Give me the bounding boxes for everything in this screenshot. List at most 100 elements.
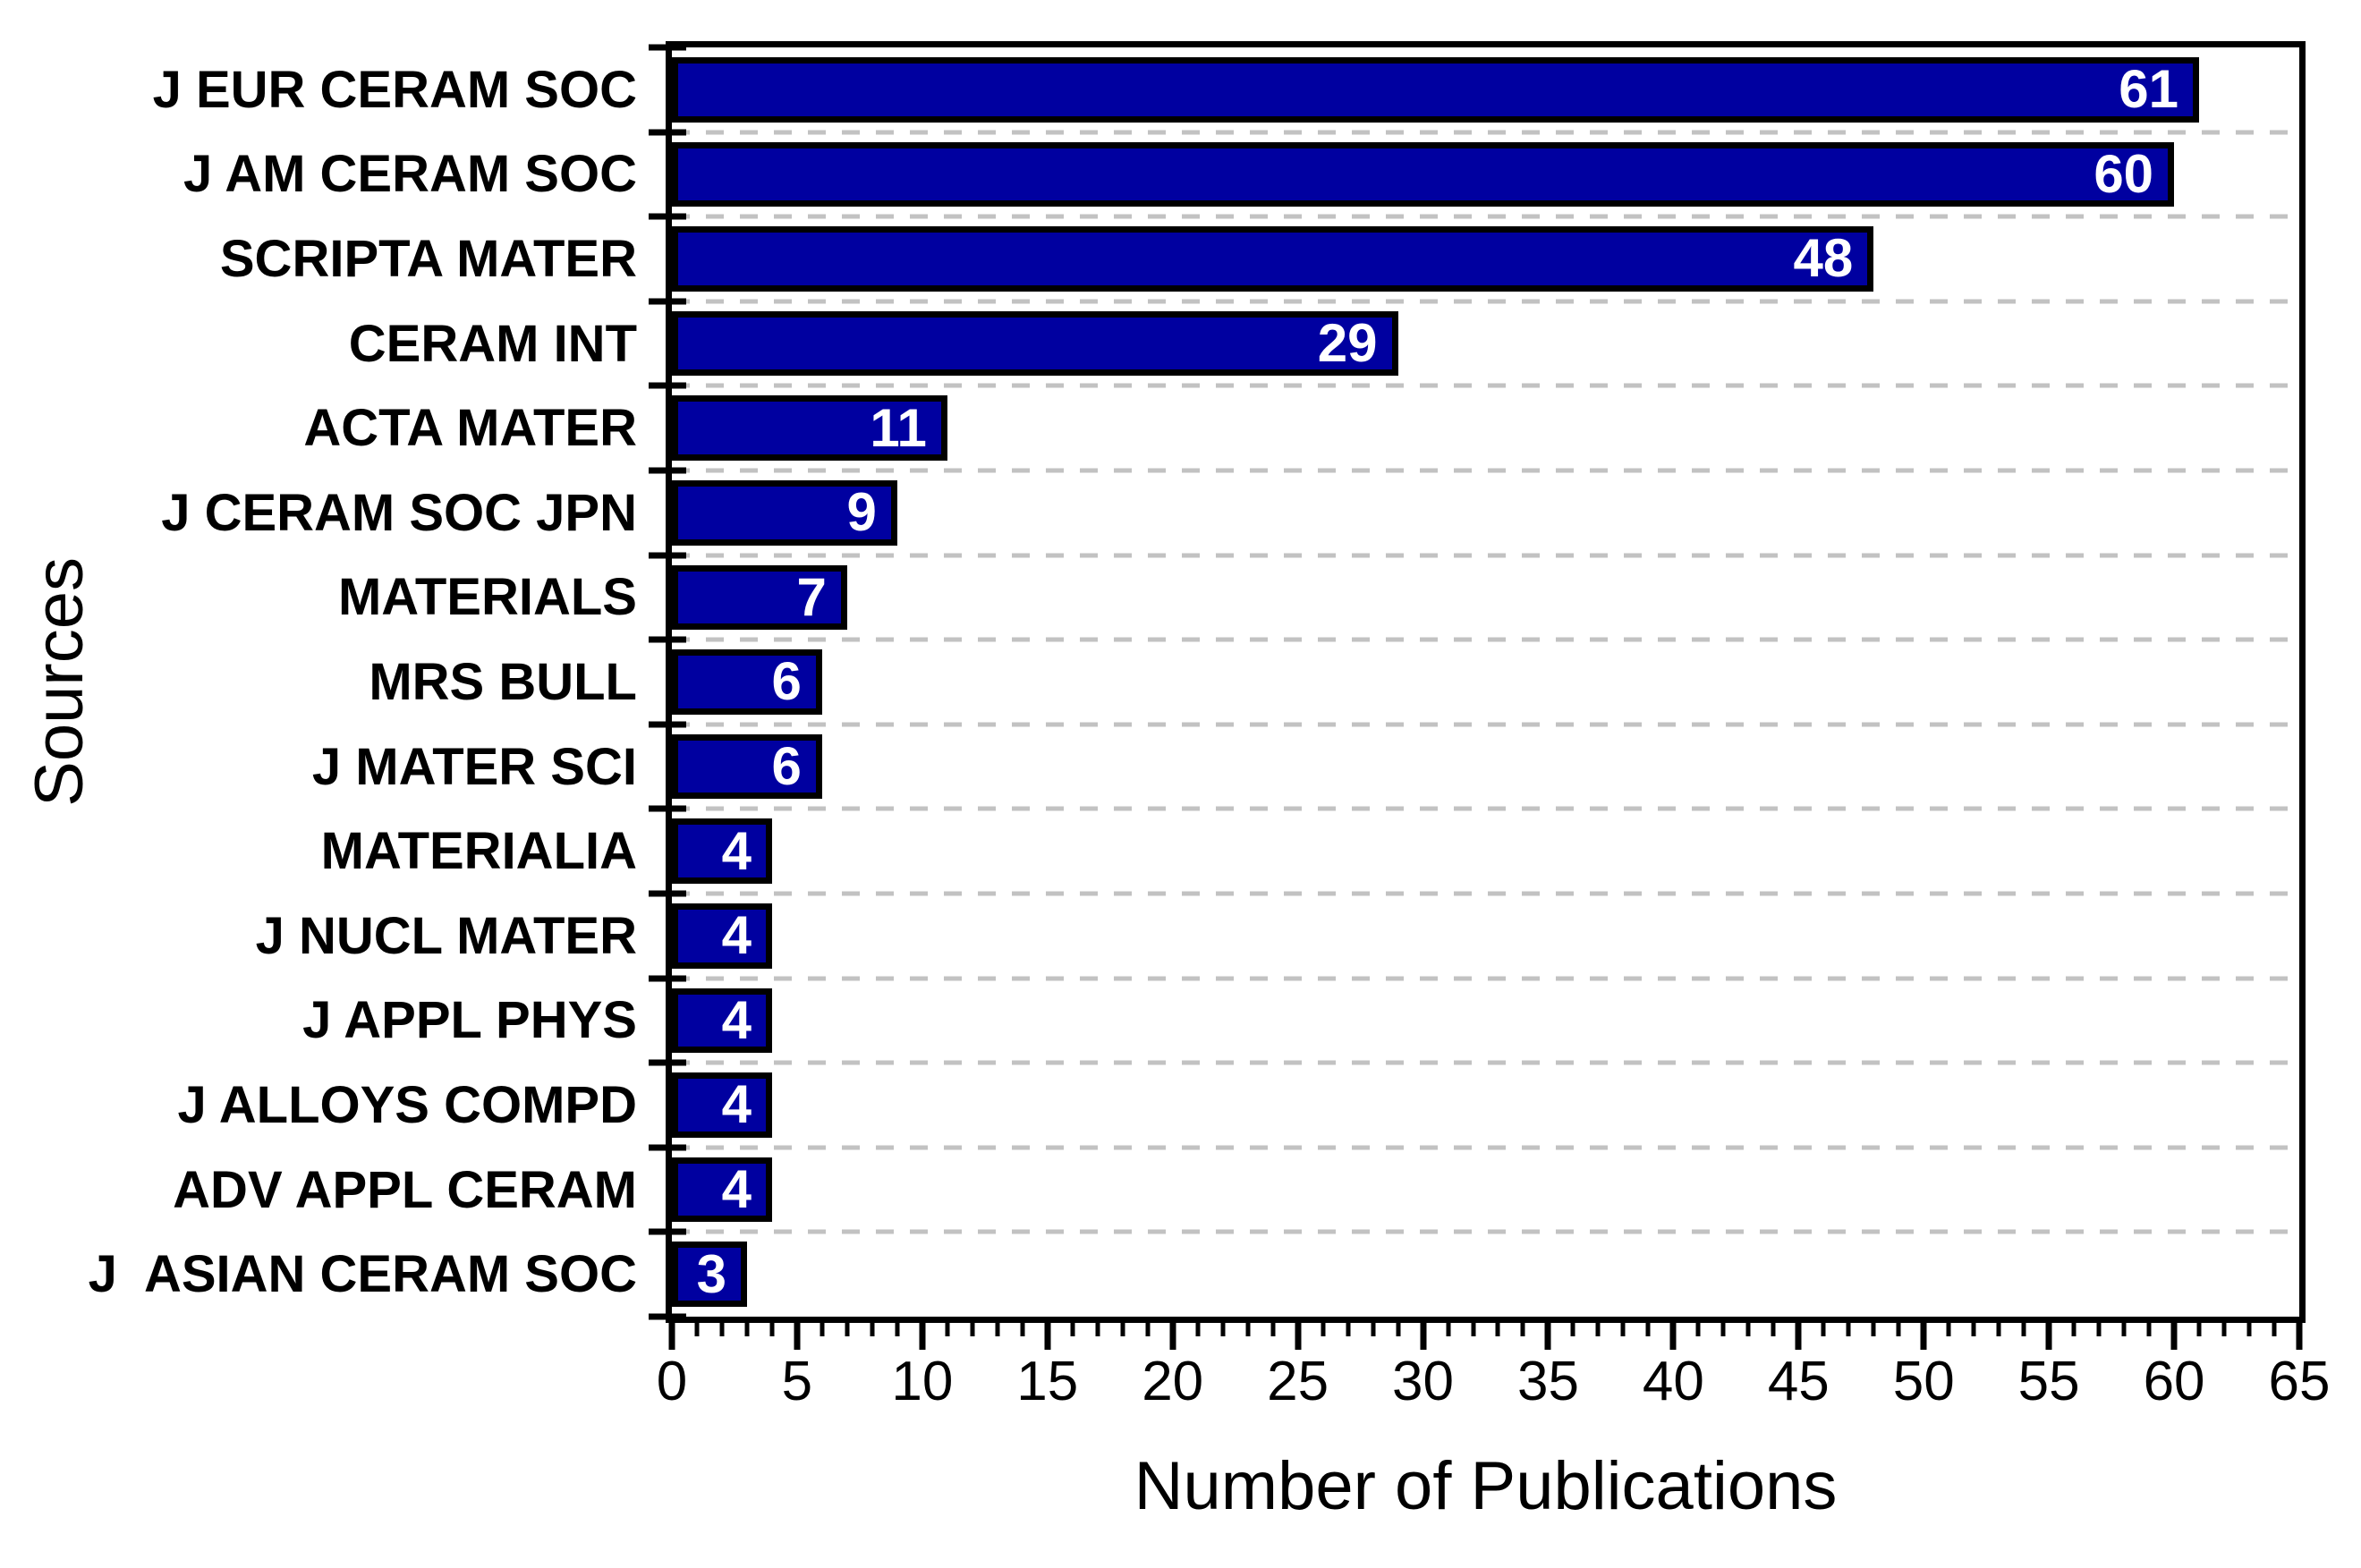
- category-label: MATERIALS: [337, 568, 637, 627]
- bar-value-label: 60: [2093, 143, 2154, 204]
- gridline: [672, 1145, 2299, 1150]
- x-tick-label: 10: [891, 1351, 954, 1412]
- x-tick-label: 65: [2268, 1351, 2331, 1412]
- x-minor-tick: [1070, 1323, 1075, 1336]
- x-axis-tick-labels: 0 5 10 15 20 25 30 35 40 45 50 55 60 65: [657, 1351, 2331, 1419]
- x-minor-tick: [1020, 1323, 1025, 1336]
- y-axis-tick: [649, 467, 686, 474]
- x-minor-tick: [1846, 1323, 1851, 1336]
- x-axis-title: Number of Publications: [1134, 1448, 1838, 1524]
- x-minor-tick: [1996, 1323, 2001, 1336]
- x-minor-tick: [1871, 1323, 1876, 1336]
- category-label: MRS BULL: [369, 652, 637, 711]
- x-minor-tick: [820, 1323, 825, 1336]
- bar: 61: [672, 57, 2200, 123]
- gridline: [672, 553, 2299, 558]
- x-minor-tick: [1745, 1323, 1751, 1336]
- x-minor-tick: [1396, 1323, 1401, 1336]
- x-minor-tick: [1620, 1323, 1626, 1336]
- y-axis-tick: [649, 129, 686, 136]
- x-minor-tick: [1946, 1323, 1951, 1336]
- x-minor-tick: [895, 1323, 900, 1336]
- category-label: ADV APPL CERAM: [173, 1160, 637, 1219]
- x-major-tick: [1420, 1323, 1427, 1350]
- y-axis-tick: [649, 805, 686, 812]
- y-axis-tick: [649, 44, 686, 51]
- x-major-tick: [2170, 1323, 2178, 1350]
- x-minor-tick: [1195, 1323, 1201, 1336]
- bar: 7: [672, 564, 847, 631]
- bar-value-label: 48: [1793, 228, 1854, 289]
- category-axis-labels: J EUR CERAM SOC J AM CERAM SOC SCRIPTA MAT…: [0, 47, 637, 1317]
- y-axis-tick: [649, 636, 686, 643]
- x-minor-tick: [1720, 1323, 1726, 1336]
- x-minor-tick: [1520, 1323, 1525, 1336]
- x-major-tick: [2296, 1323, 2303, 1350]
- plot-inner: 61 60 48 29 11 9 7 6 6 4 4 4 4 4 3: [649, 44, 2299, 1320]
- x-minor-tick: [1371, 1323, 1376, 1336]
- x-major-tick: [794, 1323, 801, 1350]
- bar-value-label: 4: [721, 905, 752, 966]
- x-minor-tick: [1120, 1323, 1125, 1336]
- x-minor-tick: [1245, 1323, 1251, 1336]
- y-axis-tick: [649, 1144, 686, 1151]
- x-tick-label: 35: [1516, 1351, 1579, 1412]
- category-label: ACTA MATER: [303, 399, 637, 458]
- gridline: [672, 130, 2299, 135]
- bar: 48: [672, 226, 1874, 292]
- y-axis-tick: [649, 975, 686, 982]
- bar: 11: [672, 395, 947, 461]
- bar-value-label: 4: [721, 820, 752, 881]
- y-axis-tick: [649, 1228, 686, 1235]
- x-minor-tick: [2221, 1323, 2227, 1336]
- x-major-tick: [1669, 1323, 1677, 1350]
- plot-area: 61 60 48 29 11 9 7 6 6 4 4 4 4 4 3: [649, 41, 2306, 1323]
- bar: 4: [672, 1157, 772, 1223]
- bar-value-label: 7: [796, 566, 827, 627]
- bar-value-label: 6: [771, 736, 802, 797]
- x-minor-tick: [970, 1323, 975, 1336]
- category-label: MATERIALIA: [320, 822, 637, 881]
- x-minor-tick: [845, 1323, 850, 1336]
- x-tick-label: 30: [1392, 1351, 1455, 1412]
- x-minor-tick: [1695, 1323, 1701, 1336]
- x-minor-tick: [2021, 1323, 2026, 1336]
- x-minor-tick: [870, 1323, 875, 1336]
- gridline: [672, 976, 2299, 981]
- x-major-tick: [668, 1323, 675, 1350]
- x-minor-tick: [995, 1323, 1000, 1336]
- x-tick-label: 5: [781, 1351, 813, 1412]
- x-major-tick: [1044, 1323, 1051, 1350]
- x-major-tick: [1295, 1323, 1302, 1350]
- x-major-tick: [2045, 1323, 2052, 1350]
- x-minor-tick: [1821, 1323, 1826, 1336]
- x-minor-tick: [2196, 1323, 2202, 1336]
- category-label: J AM CERAM SOC: [183, 145, 637, 204]
- x-minor-tick: [1145, 1323, 1151, 1336]
- x-minor-tick: [2071, 1323, 2076, 1336]
- x-axis-ticks: [668, 1323, 2303, 1355]
- y-axis-tick: [649, 721, 686, 728]
- category-label: J CERAM SOC JPN: [161, 483, 637, 542]
- x-minor-tick: [1346, 1323, 1351, 1336]
- bar: 6: [672, 649, 822, 715]
- bar: 9: [672, 479, 897, 546]
- x-major-tick: [1169, 1323, 1176, 1350]
- category-label: J NUCL MATER: [255, 906, 637, 965]
- x-tick-label: 0: [656, 1351, 688, 1412]
- gridline: [672, 1229, 2299, 1234]
- x-tick-label: 45: [1767, 1351, 1830, 1412]
- bar-value-label: 4: [721, 1074, 752, 1135]
- y-axis-tick: [649, 298, 686, 305]
- bar-value-label: 4: [721, 1159, 752, 1220]
- x-minor-tick: [1095, 1323, 1100, 1336]
- gridline: [672, 637, 2299, 642]
- bar: 3: [672, 1242, 747, 1307]
- gridline: [672, 1060, 2299, 1065]
- gridline: [672, 214, 2299, 219]
- x-minor-tick: [1220, 1323, 1226, 1336]
- x-major-tick: [919, 1323, 926, 1350]
- bar-value-label: 9: [846, 482, 877, 543]
- x-minor-tick: [1771, 1323, 1776, 1336]
